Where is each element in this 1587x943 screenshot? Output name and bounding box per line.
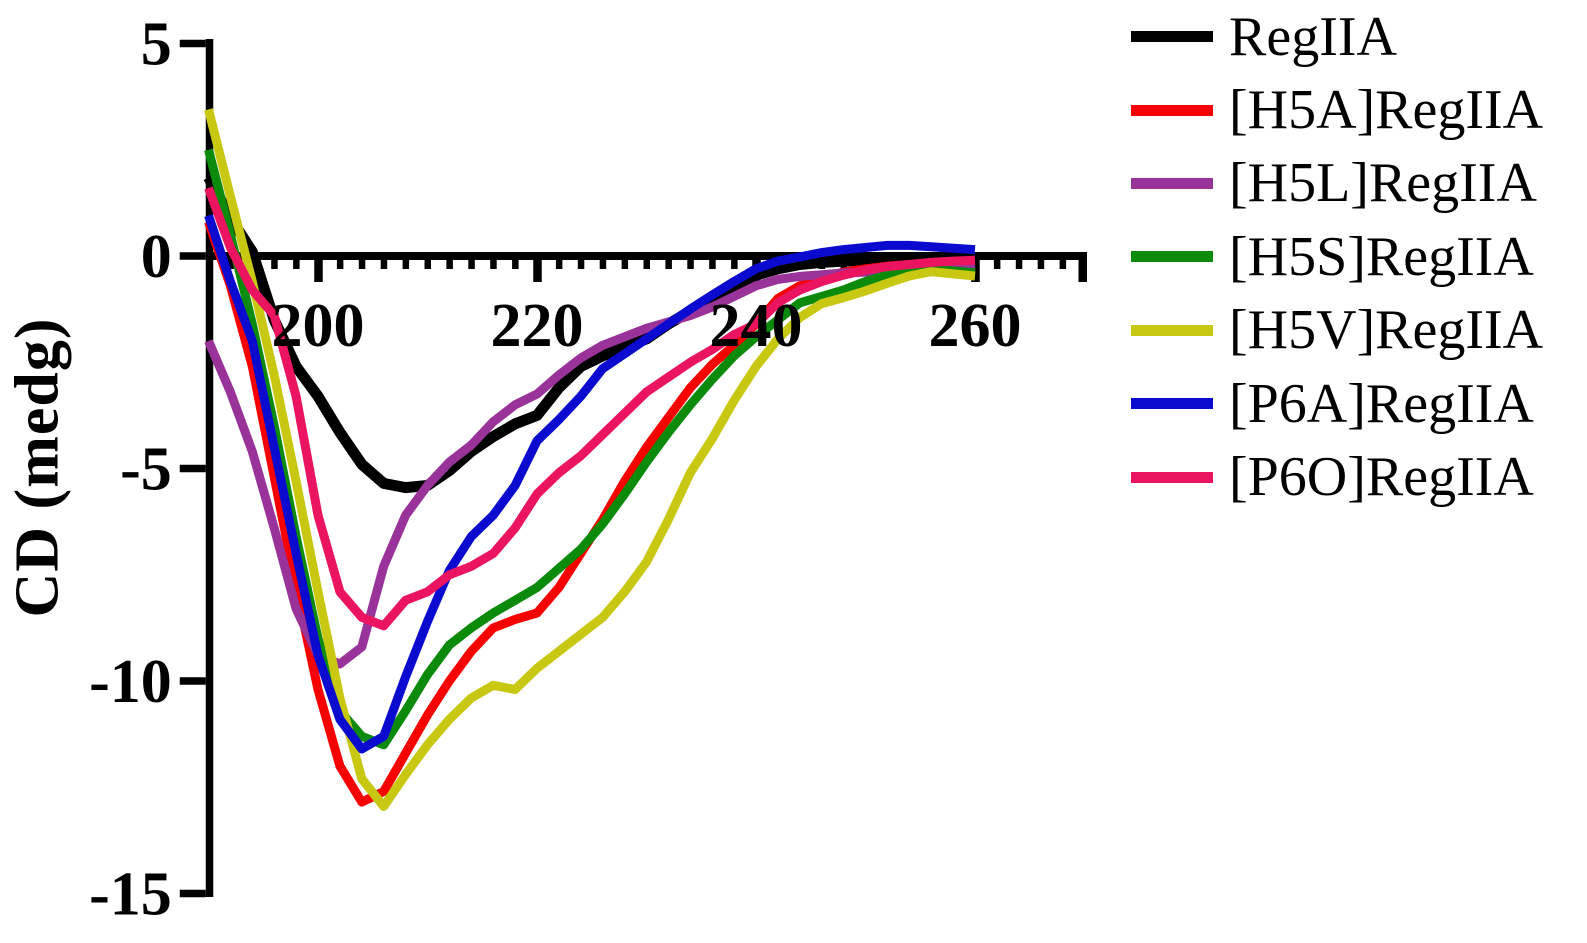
x-axis-minor-tick	[621, 256, 629, 269]
x-axis-minor-tick	[709, 256, 716, 269]
x-axis-minor-tick	[1015, 256, 1023, 269]
legend-swatch	[1131, 104, 1213, 116]
y-tick-label: 5	[141, 11, 172, 79]
x-axis-major-tick	[971, 256, 980, 282]
legend-item: [H5V]RegIIA	[1131, 294, 1543, 367]
x-axis-major-tick	[533, 256, 542, 282]
y-axis-tick	[179, 464, 206, 473]
legend-item: [P6A]RegIIA	[1131, 367, 1543, 440]
legend-label: [P6O]RegIIA	[1229, 446, 1534, 509]
y-tick-label: -10	[89, 648, 172, 716]
x-tick-label: 240	[710, 292, 803, 360]
y-axis-tick	[179, 252, 206, 260]
legend-swatch	[1131, 471, 1213, 483]
y-axis-line	[205, 39, 214, 897]
x-axis-minor-tick	[424, 256, 431, 269]
x-axis-minor-tick	[402, 256, 410, 269]
y-axis-tick	[179, 39, 206, 48]
x-axis-minor-tick	[271, 256, 278, 269]
y-axis-title: CD (medg)	[3, 317, 72, 618]
x-tick-label: 260	[929, 292, 1022, 360]
x-axis-minor-tick	[731, 256, 738, 269]
legend-label: RegIIA	[1229, 5, 1397, 68]
x-axis-minor-tick	[293, 256, 300, 269]
x-axis-minor-tick	[643, 256, 650, 269]
y-tick-label: -5	[120, 436, 172, 504]
legend-label: [H5A]RegIIA	[1229, 79, 1544, 142]
x-axis-end-tick	[1078, 256, 1087, 282]
x-axis-minor-tick	[358, 256, 366, 269]
x-tick-label: 200	[272, 292, 365, 360]
legend-label: [P6A]RegIIA	[1229, 372, 1534, 435]
x-axis-minor-tick	[577, 256, 585, 269]
x-axis-minor-tick	[512, 256, 519, 269]
x-axis-minor-tick	[446, 256, 453, 269]
x-axis-minor-tick	[687, 256, 694, 269]
legend-swatch	[1131, 177, 1213, 189]
x-axis-minor-tick	[227, 256, 234, 269]
x-axis-major-tick	[314, 256, 323, 282]
y-axis-tick	[179, 677, 206, 685]
x-axis-minor-tick	[468, 256, 475, 269]
legend-label: [H5V]RegIIA	[1229, 299, 1544, 362]
series-line-P6ARegIIA	[204, 214, 976, 754]
x-axis-minor-tick	[599, 256, 607, 269]
x-axis-minor-tick	[336, 256, 344, 269]
legend-swatch	[1131, 398, 1213, 410]
legend-item: [H5L]RegIIA	[1131, 147, 1543, 220]
x-axis-minor-tick	[490, 256, 497, 269]
legend-label: [H5S]RegIIA	[1229, 225, 1534, 288]
y-tick-label: -15	[89, 861, 172, 929]
legend-swatch	[1131, 251, 1213, 263]
x-tick-label: 220	[491, 292, 584, 360]
series-line-P6ORegIIA	[204, 186, 976, 631]
y-axis-tick	[179, 889, 206, 898]
legend-item: [H5A]RegIIA	[1131, 73, 1543, 146]
legend: RegIIA [H5A]RegIIA [H5L]RegIIA [H5S]RegIIA […	[1131, 0, 1543, 514]
series-line-RegIIA	[203, 174, 976, 494]
series-line-H5VRegIIA	[204, 108, 976, 811]
x-axis-minor-tick	[380, 256, 388, 269]
y-tick-label: 0	[141, 223, 172, 291]
legend-swatch	[1131, 324, 1213, 336]
legend-label: [H5L]RegIIA	[1229, 152, 1537, 215]
x-axis-minor-tick	[993, 256, 1001, 269]
x-axis-minor-tick	[665, 256, 672, 269]
x-axis-minor-tick	[1059, 256, 1067, 269]
legend-item: [P6O]RegIIA	[1131, 440, 1543, 513]
legend-item: RegIIA	[1131, 0, 1543, 73]
x-axis-minor-tick	[555, 256, 563, 269]
legend-item: [H5S]RegIIA	[1131, 220, 1543, 293]
legend-swatch	[1131, 31, 1213, 43]
x-axis-minor-tick	[1037, 256, 1045, 269]
